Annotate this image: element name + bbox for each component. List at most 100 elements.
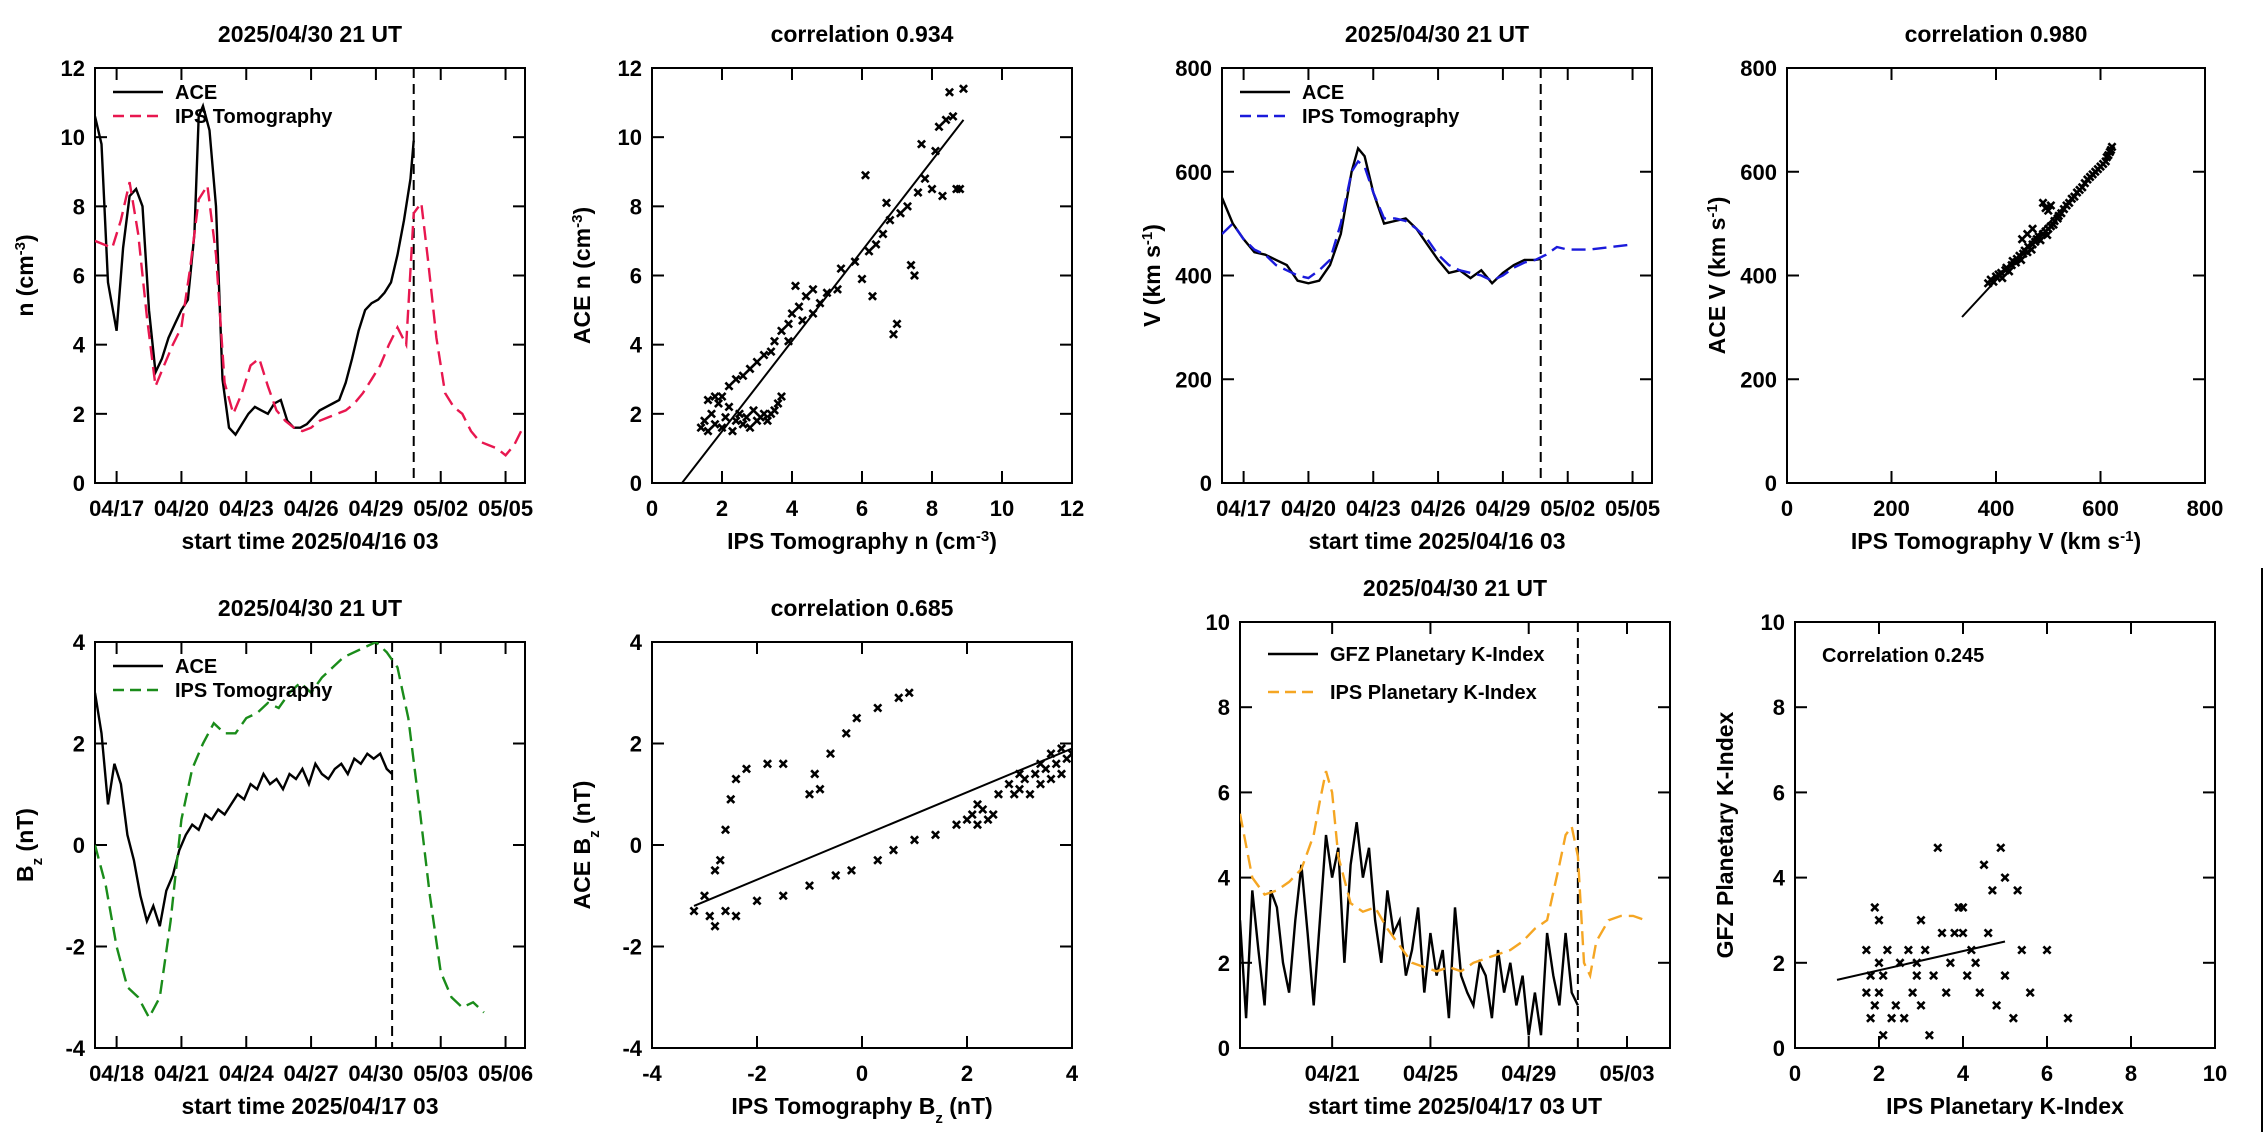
data-point	[776, 326, 787, 336]
data-point	[710, 865, 720, 875]
x-tick-label: 05/03	[413, 1061, 468, 1086]
correlation-annotation: Correlation 0.245	[1822, 645, 1984, 667]
x-axis-label: IPS Tomography n (cm-3)	[727, 528, 997, 555]
data-point	[790, 281, 801, 291]
data-point	[778, 759, 788, 769]
x-tick-label: 04/18	[89, 1061, 144, 1086]
plot-area	[1222, 68, 1633, 483]
data-point	[815, 784, 825, 794]
plot-frame	[651, 641, 1073, 1049]
data-point	[1861, 988, 1871, 998]
data-point	[804, 789, 815, 799]
x-axis-label: start time 2025/04/17 03 UT	[1308, 1093, 1602, 1119]
data-point	[745, 423, 755, 433]
data-point	[873, 855, 883, 865]
data-point	[920, 174, 930, 184]
y-tick-label: -4	[65, 1036, 85, 1061]
y-tick-label: 4	[1218, 866, 1231, 891]
data-point	[972, 820, 983, 830]
data-point	[1958, 902, 1968, 912]
data-point	[741, 764, 752, 774]
chart-3: 04/17 04/20 04/23 04/26 04/29 05/02 05/05 0 200 4…	[1139, 21, 1661, 554]
y-tick-label: 8	[1218, 695, 1230, 720]
x-tick-label: 05/05	[1605, 496, 1660, 521]
data-point	[794, 302, 804, 312]
regression-line	[1961, 158, 2110, 318]
data-point	[810, 769, 820, 779]
x-tick-label: 0	[1781, 496, 1793, 521]
data-point	[1861, 945, 1871, 955]
y-tick-label: 2	[1773, 951, 1785, 976]
data-point	[955, 184, 965, 194]
data-point	[1056, 769, 1067, 779]
plot-area	[95, 642, 485, 1048]
y-tick-label: 2	[1218, 951, 1230, 976]
data-point	[759, 350, 769, 360]
y-tick-label: 4	[73, 333, 86, 358]
data-point	[909, 270, 920, 281]
y-tick-label: 400	[1740, 264, 1777, 289]
data-point	[720, 412, 731, 422]
x-tick-label: 0	[1789, 1061, 1801, 1086]
data-point	[1908, 988, 1918, 998]
data-point	[871, 239, 881, 249]
data-point	[1929, 971, 1939, 981]
regression-line	[693, 747, 1072, 907]
data-point	[773, 398, 783, 408]
data-point	[801, 291, 811, 301]
data-point	[2000, 971, 2010, 981]
y-tick-label: 0	[1200, 471, 1212, 496]
data-point	[1051, 759, 1061, 769]
y-tick-label: 0	[630, 471, 642, 496]
y-tick-label: 8	[1773, 695, 1785, 720]
data-point	[720, 825, 731, 835]
chart-2: 0 2 4 6 8 10 12 0 2 4 6 8 10 12 correlation 0.934 IPS T…	[569, 21, 1085, 554]
data-point	[888, 845, 899, 855]
data-point	[2017, 945, 2027, 955]
x-tick-label: 04/29	[1501, 1061, 1556, 1086]
chart-8: 0 2 4 6 8 10 0 2 4 6 8 10 IPS Planetary K-Index GFZ P…	[1712, 610, 2227, 1119]
x-axis-label: IPS Tomography Bz (nT)	[731, 1093, 992, 1127]
y-axis-label: V (km s-1)	[1139, 224, 1166, 327]
data-point	[1899, 1013, 1909, 1023]
data-point	[894, 693, 904, 703]
data-point	[748, 405, 759, 415]
x-tick-label: 04/29	[348, 496, 403, 521]
data-point	[930, 830, 941, 840]
y-tick-label: 0	[73, 833, 85, 858]
x-tick-label: 05/06	[478, 1061, 533, 1086]
y-tick-label: 8	[73, 194, 85, 219]
x-tick-label: 05/03	[1599, 1061, 1654, 1086]
y-tick-label: 800	[1175, 56, 1212, 81]
data-point	[1912, 971, 1922, 981]
data-point	[1916, 1000, 1926, 1010]
data-point	[852, 713, 862, 723]
x-tick-label: 8	[2125, 1061, 2137, 1086]
data-point	[1987, 885, 1997, 895]
data-point	[1979, 860, 1989, 870]
y-tick-label: 2	[73, 732, 85, 757]
y-tick-label: 4	[73, 630, 86, 655]
data-point	[689, 906, 699, 916]
x-tick-label: 2	[1873, 1061, 1885, 1086]
data-point	[1950, 928, 1960, 938]
x-tick-label: 04/20	[1281, 496, 1336, 521]
data-point	[804, 881, 815, 891]
x-tick-label: 04/26	[284, 496, 339, 521]
data-point	[731, 416, 741, 426]
y-tick-label: 0	[630, 833, 642, 858]
x-tick-label: 800	[2187, 496, 2224, 521]
data-point	[906, 260, 916, 270]
plot-frame	[651, 67, 1073, 484]
data-point	[2042, 945, 2052, 955]
data-point	[738, 371, 748, 381]
series-line-1	[1222, 145, 1541, 286]
data-point	[1874, 988, 1884, 998]
data-point	[1874, 958, 1884, 968]
data-point	[762, 759, 773, 769]
legend-label: IPS Tomography	[1302, 106, 1460, 128]
y-tick-label: 10	[61, 125, 85, 150]
data-point	[731, 774, 741, 784]
series-line-1	[95, 692, 393, 927]
